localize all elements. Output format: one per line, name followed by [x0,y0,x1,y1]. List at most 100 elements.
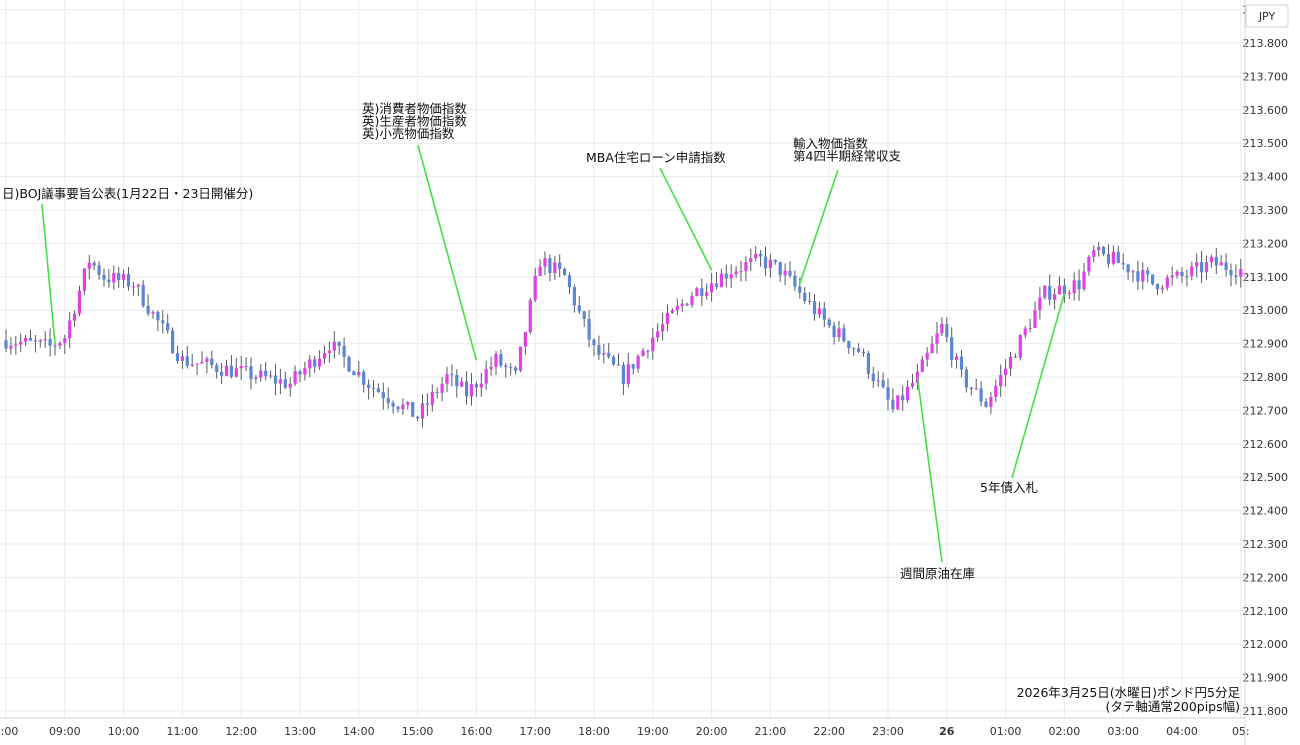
candle-body [661,324,665,332]
candle-body [376,388,380,393]
candle-body [616,364,621,366]
candle-body [171,330,175,354]
y-tick-label: 213.700 [1243,70,1289,83]
candle-body [411,402,415,417]
candle-body [303,368,307,375]
candle-body [161,320,165,324]
candle-body [1219,262,1223,266]
candle-body [793,275,797,287]
candle-body [1190,266,1194,277]
candle-body [391,402,395,407]
candle-body [582,311,586,320]
candle-body [151,311,155,314]
candle-body [592,339,596,346]
candle-body [362,371,366,385]
candle-body [646,350,650,352]
candle-body [371,387,376,389]
candle-body [229,365,233,377]
candle-body [190,364,194,366]
candle-body [597,345,601,355]
candle-body [264,370,268,377]
candle-body [989,396,993,407]
candle-body [430,392,434,405]
candle-body [1062,285,1066,295]
annotation-label: 英)小売物価指数 [362,126,455,141]
candle-body [788,270,792,276]
candle-body [1234,275,1238,277]
candle-body [959,356,964,370]
x-tick-label: 16:00 [461,725,493,738]
x-tick-label: 15:00 [402,725,434,738]
candle-body [489,366,493,370]
candle-body [572,287,576,306]
candle-body [1008,356,1013,369]
candle-body [1053,294,1057,300]
candle-body [469,384,474,397]
candle-body [224,365,229,376]
grid [0,0,1245,718]
candle-body [514,367,518,371]
candle-body [97,265,101,275]
candle-body [455,374,459,387]
candle-body [685,303,689,306]
candle-body [945,323,949,338]
y-tick-label: 213.300 [1243,204,1289,217]
candle-body [994,385,998,397]
candle-body [1028,327,1032,329]
candle-body [401,404,405,410]
x-tick-label: 12:00 [225,725,257,738]
x-tick-label: 18:00 [578,725,610,738]
candle-body [1151,274,1155,285]
candle-body [759,253,763,257]
candle-body [861,351,866,354]
x-tick-label: 8:00 [0,725,18,738]
candle-body [357,371,361,376]
candle-body [19,341,23,345]
candle-body [798,286,802,293]
candle-body [14,344,18,346]
candle-body [406,402,410,405]
candle-body [768,259,772,269]
candle-body [122,273,126,280]
candle-body [259,370,263,378]
candle-body [58,343,62,346]
candle-body [107,279,111,283]
annotation-label: 輸入物価指数 [793,136,869,151]
candle-body [935,333,939,344]
candle-body [744,262,748,271]
annotation-label: 5年債入札 [980,480,1038,495]
candle-body [298,371,302,375]
candle-body [1200,262,1204,273]
candle-body [156,311,160,321]
candle-body [920,359,924,372]
candle-body [77,290,82,314]
candle-body [420,403,425,419]
chart-caption-line2: (タテ軸通常200pips幅) [1106,699,1240,714]
candle-body [1013,356,1017,358]
x-tick-label: 04:00 [1166,725,1198,738]
candle-body [754,253,758,259]
y-tick-label: 212.000 [1243,638,1289,651]
candle-body [680,303,684,306]
y-tick-label: 213.800 [1243,37,1289,50]
candle-body [1043,285,1047,298]
candle-body [567,275,572,288]
x-tick-label: 09:00 [49,725,81,738]
candle-body [670,310,674,313]
candle-body [822,308,826,320]
candle-body [1136,271,1140,282]
candle-body [817,308,821,315]
candle-body [999,374,1003,386]
candle-body [1048,285,1052,300]
candle-body [82,268,86,291]
candle-body [92,262,96,266]
candle-body [651,337,655,352]
candle-body [131,286,135,288]
candle-body [474,384,478,388]
y-tick-label: 212.700 [1243,404,1289,417]
candle-body [964,369,968,388]
candle-body [1087,256,1091,272]
candle-body [886,387,890,400]
candle-body [803,292,807,302]
